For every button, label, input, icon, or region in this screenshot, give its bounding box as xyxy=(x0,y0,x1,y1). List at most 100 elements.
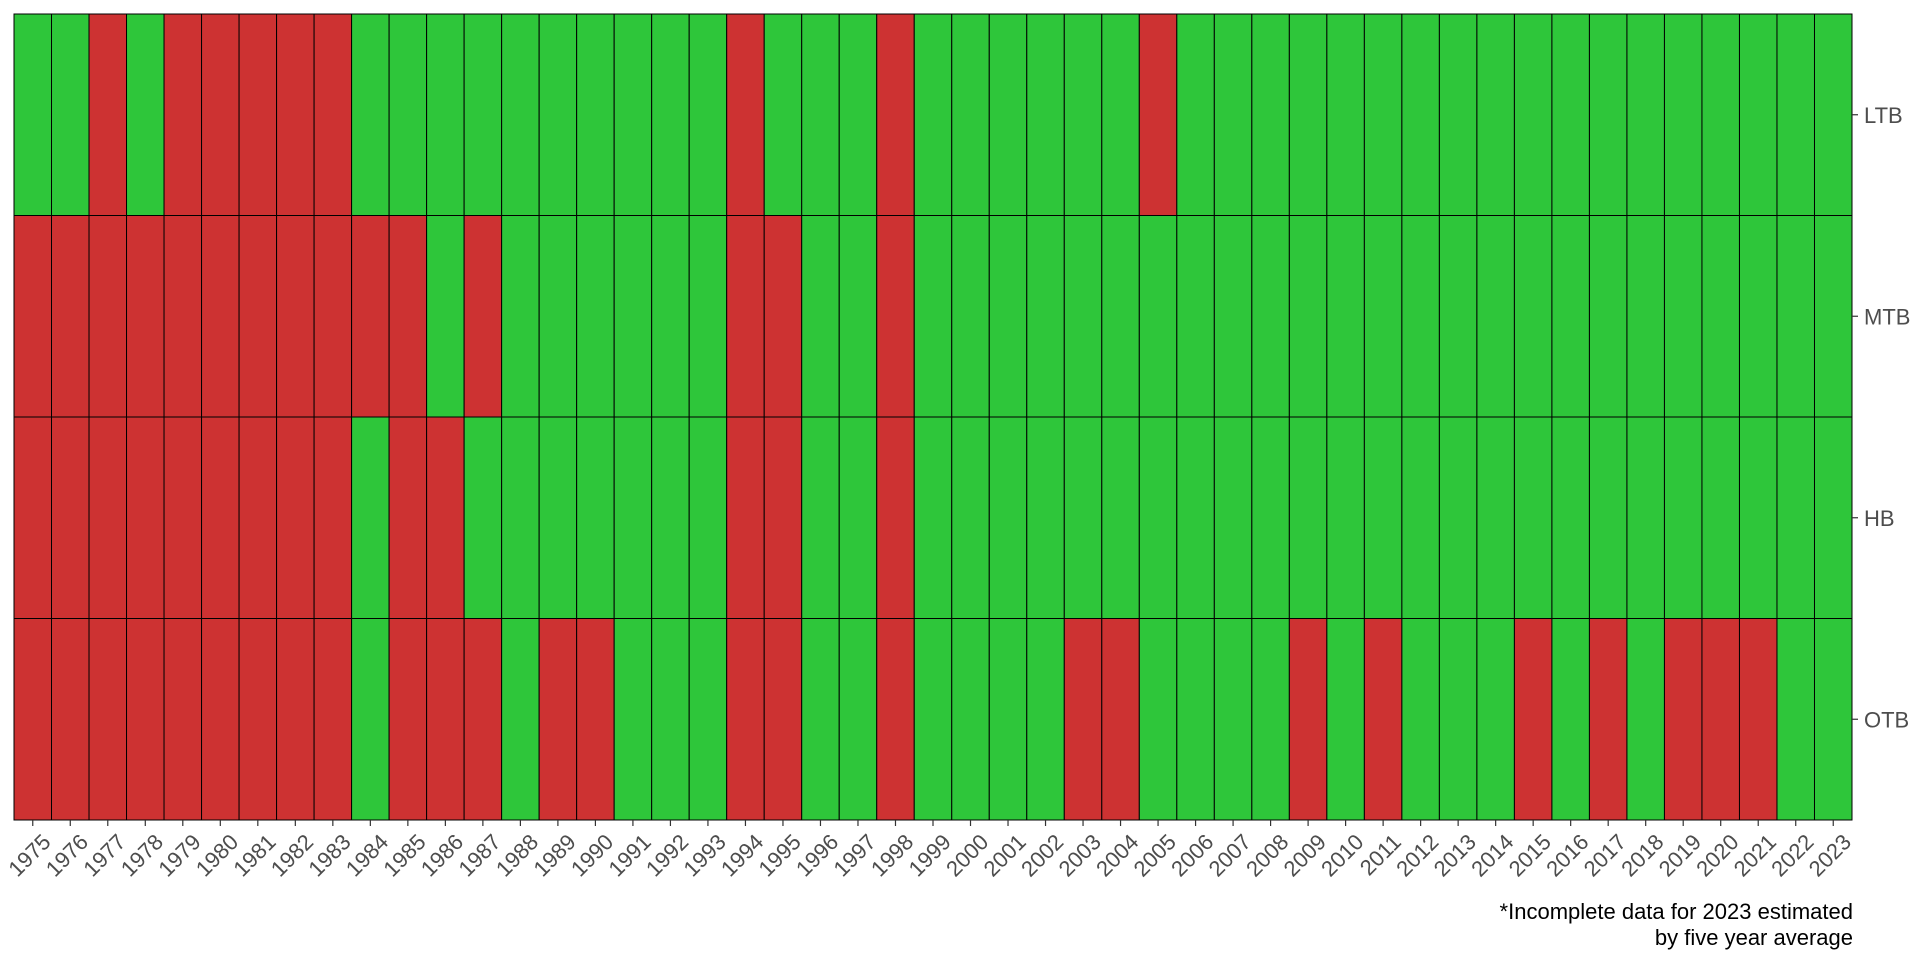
x-tick-label-2006: 2006 xyxy=(1166,829,1218,881)
cell-LTB-2004 xyxy=(1101,13,1140,216)
cell-MTB-1980 xyxy=(201,215,240,418)
cell-HB-2019 xyxy=(1663,416,1703,619)
cell-HB-1976 xyxy=(51,416,90,619)
x-tick-label-1994: 1994 xyxy=(716,829,768,881)
cell-MTB-1984 xyxy=(351,215,390,418)
cell-OTB-2000 xyxy=(951,618,990,821)
cell-LTB-2023 xyxy=(1813,13,1853,216)
x-tick-label-1981: 1981 xyxy=(228,829,280,881)
cell-LTB-2005 xyxy=(1138,13,1178,216)
cell-LTB-1988 xyxy=(501,13,540,216)
x-tick-label-1992: 1992 xyxy=(641,829,693,881)
cell-LTB-1997 xyxy=(838,13,878,216)
x-tick-label-2002: 2002 xyxy=(1016,829,1068,881)
cell-OTB-2014 xyxy=(1476,618,1515,821)
cell-HB-1984 xyxy=(351,416,390,619)
cell-HB-1995 xyxy=(763,416,803,619)
footnote-line-1: *Incomplete data for 2023 estimated xyxy=(1499,899,1853,924)
cell-OTB-1995 xyxy=(763,618,803,821)
cell-MTB-2020 xyxy=(1701,215,1740,418)
cell-HB-1998 xyxy=(876,416,915,619)
x-tick-label-2005: 2005 xyxy=(1129,829,1181,881)
heatmap-cells xyxy=(13,13,1853,821)
x-tick-label-2023: 2023 xyxy=(1804,829,1856,881)
cell-MTB-1978 xyxy=(126,215,165,418)
cell-OTB-1986 xyxy=(426,618,465,821)
cell-LTB-1980 xyxy=(201,13,240,216)
x-tick-label-2017: 2017 xyxy=(1579,829,1631,881)
x-tick-label-2013: 2013 xyxy=(1429,829,1481,881)
cell-MTB-1977 xyxy=(88,215,128,418)
cell-OTB-1999 xyxy=(913,618,953,821)
y-tick-label-HB: HB xyxy=(1864,506,1895,531)
x-tick-label-1998: 1998 xyxy=(866,829,918,881)
x-tick-label-1987: 1987 xyxy=(453,829,505,881)
cell-MTB-2007 xyxy=(1213,215,1253,418)
x-tick-label-2015: 2015 xyxy=(1504,829,1556,881)
cell-OTB-2022 xyxy=(1776,618,1815,821)
cell-LTB-1990 xyxy=(576,13,615,216)
cell-LTB-2012 xyxy=(1401,13,1440,216)
footnote-caption: *Incomplete data for 2023 estimated by f… xyxy=(1500,899,1853,951)
cell-HB-1985 xyxy=(388,416,428,619)
cell-OTB-2020 xyxy=(1701,618,1740,821)
cell-MTB-1994 xyxy=(726,215,765,418)
cell-OTB-1992 xyxy=(651,618,690,821)
cell-LTB-1987 xyxy=(463,13,503,216)
cell-MTB-1975 xyxy=(13,215,53,418)
cell-LTB-2000 xyxy=(951,13,990,216)
cell-LTB-2018 xyxy=(1626,13,1665,216)
x-tick-label-1985: 1985 xyxy=(378,829,430,881)
cell-MTB-2015 xyxy=(1513,215,1553,418)
x-tick-label-2004: 2004 xyxy=(1091,829,1143,881)
x-tick-label-1984: 1984 xyxy=(341,829,393,881)
x-tick-label-2008: 2008 xyxy=(1241,829,1293,881)
cell-HB-2007 xyxy=(1213,416,1253,619)
cell-LTB-2008 xyxy=(1251,13,1290,216)
x-tick-label-2011: 2011 xyxy=(1355,829,1406,880)
cell-MTB-2022 xyxy=(1776,215,1815,418)
cell-LTB-1984 xyxy=(351,13,390,216)
cell-LTB-2014 xyxy=(1476,13,1515,216)
cell-OTB-1990 xyxy=(576,618,615,821)
cell-LTB-2013 xyxy=(1438,13,1478,216)
y-tick-label-MTB: MTB xyxy=(1864,304,1910,329)
cell-HB-1987 xyxy=(463,416,503,619)
cell-OTB-1975 xyxy=(13,618,53,821)
x-tick-label-2010: 2010 xyxy=(1316,829,1368,881)
cell-HB-2003 xyxy=(1063,416,1103,619)
x-tick-label-1977: 1977 xyxy=(78,829,130,881)
x-tick-label-2014: 2014 xyxy=(1466,829,1518,881)
cell-OTB-1978 xyxy=(126,618,165,821)
cell-MTB-1991 xyxy=(613,215,653,418)
cell-OTB-1996 xyxy=(801,618,840,821)
cell-HB-2009 xyxy=(1288,416,1328,619)
y-axis: LTB MTB HB OTB xyxy=(1852,103,1910,732)
cell-HB-2017 xyxy=(1588,416,1628,619)
x-tick-label-1999: 1999 xyxy=(904,829,956,881)
cell-MTB-1987 xyxy=(463,215,503,418)
cell-OTB-2009 xyxy=(1288,618,1328,821)
cell-HB-1986 xyxy=(426,416,465,619)
cell-HB-2002 xyxy=(1026,416,1065,619)
cell-OTB-2019 xyxy=(1663,618,1703,821)
cell-LTB-2010 xyxy=(1326,13,1365,216)
cell-MTB-1976 xyxy=(51,215,90,418)
x-tick-label-2009: 2009 xyxy=(1279,829,1331,881)
cell-LTB-2016 xyxy=(1551,13,1590,216)
cell-OTB-2017 xyxy=(1588,618,1628,821)
cell-LTB-2020 xyxy=(1701,13,1740,216)
cell-OTB-2003 xyxy=(1063,618,1103,821)
cell-LTB-1982 xyxy=(276,13,315,216)
cell-OTB-2012 xyxy=(1401,618,1440,821)
cell-LTB-1975 xyxy=(13,13,53,216)
cell-HB-1979 xyxy=(163,416,203,619)
cell-OTB-2010 xyxy=(1326,618,1365,821)
cell-MTB-2023 xyxy=(1813,215,1853,418)
cell-HB-1999 xyxy=(913,416,953,619)
cell-MTB-1998 xyxy=(876,215,915,418)
cell-LTB-1996 xyxy=(801,13,840,216)
cell-HB-2005 xyxy=(1138,416,1178,619)
cell-OTB-1989 xyxy=(538,618,578,821)
cell-OTB-1977 xyxy=(88,618,128,821)
